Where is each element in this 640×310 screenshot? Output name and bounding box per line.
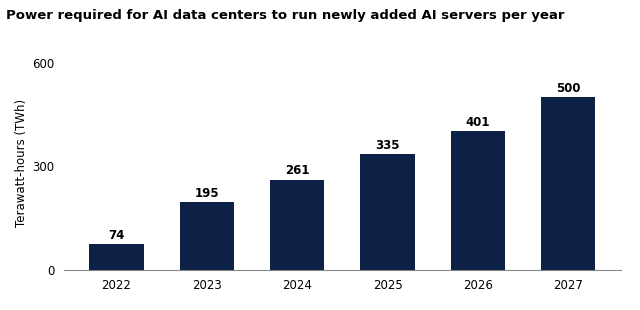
Text: 500: 500: [556, 82, 580, 95]
Bar: [451, 131, 505, 270]
Text: 261: 261: [285, 164, 310, 177]
Bar: [270, 180, 324, 270]
Text: 335: 335: [375, 139, 400, 152]
Bar: [360, 154, 415, 270]
Text: Power required for AI data centers to run newly added AI servers per year: Power required for AI data centers to ru…: [6, 9, 565, 22]
Bar: [180, 202, 234, 270]
Text: 195: 195: [195, 187, 219, 200]
Text: 74: 74: [108, 229, 125, 242]
Bar: [541, 97, 595, 270]
Text: 401: 401: [466, 116, 490, 129]
Bar: [90, 244, 143, 270]
Y-axis label: Terawatt-hours (TWh): Terawatt-hours (TWh): [15, 99, 28, 227]
